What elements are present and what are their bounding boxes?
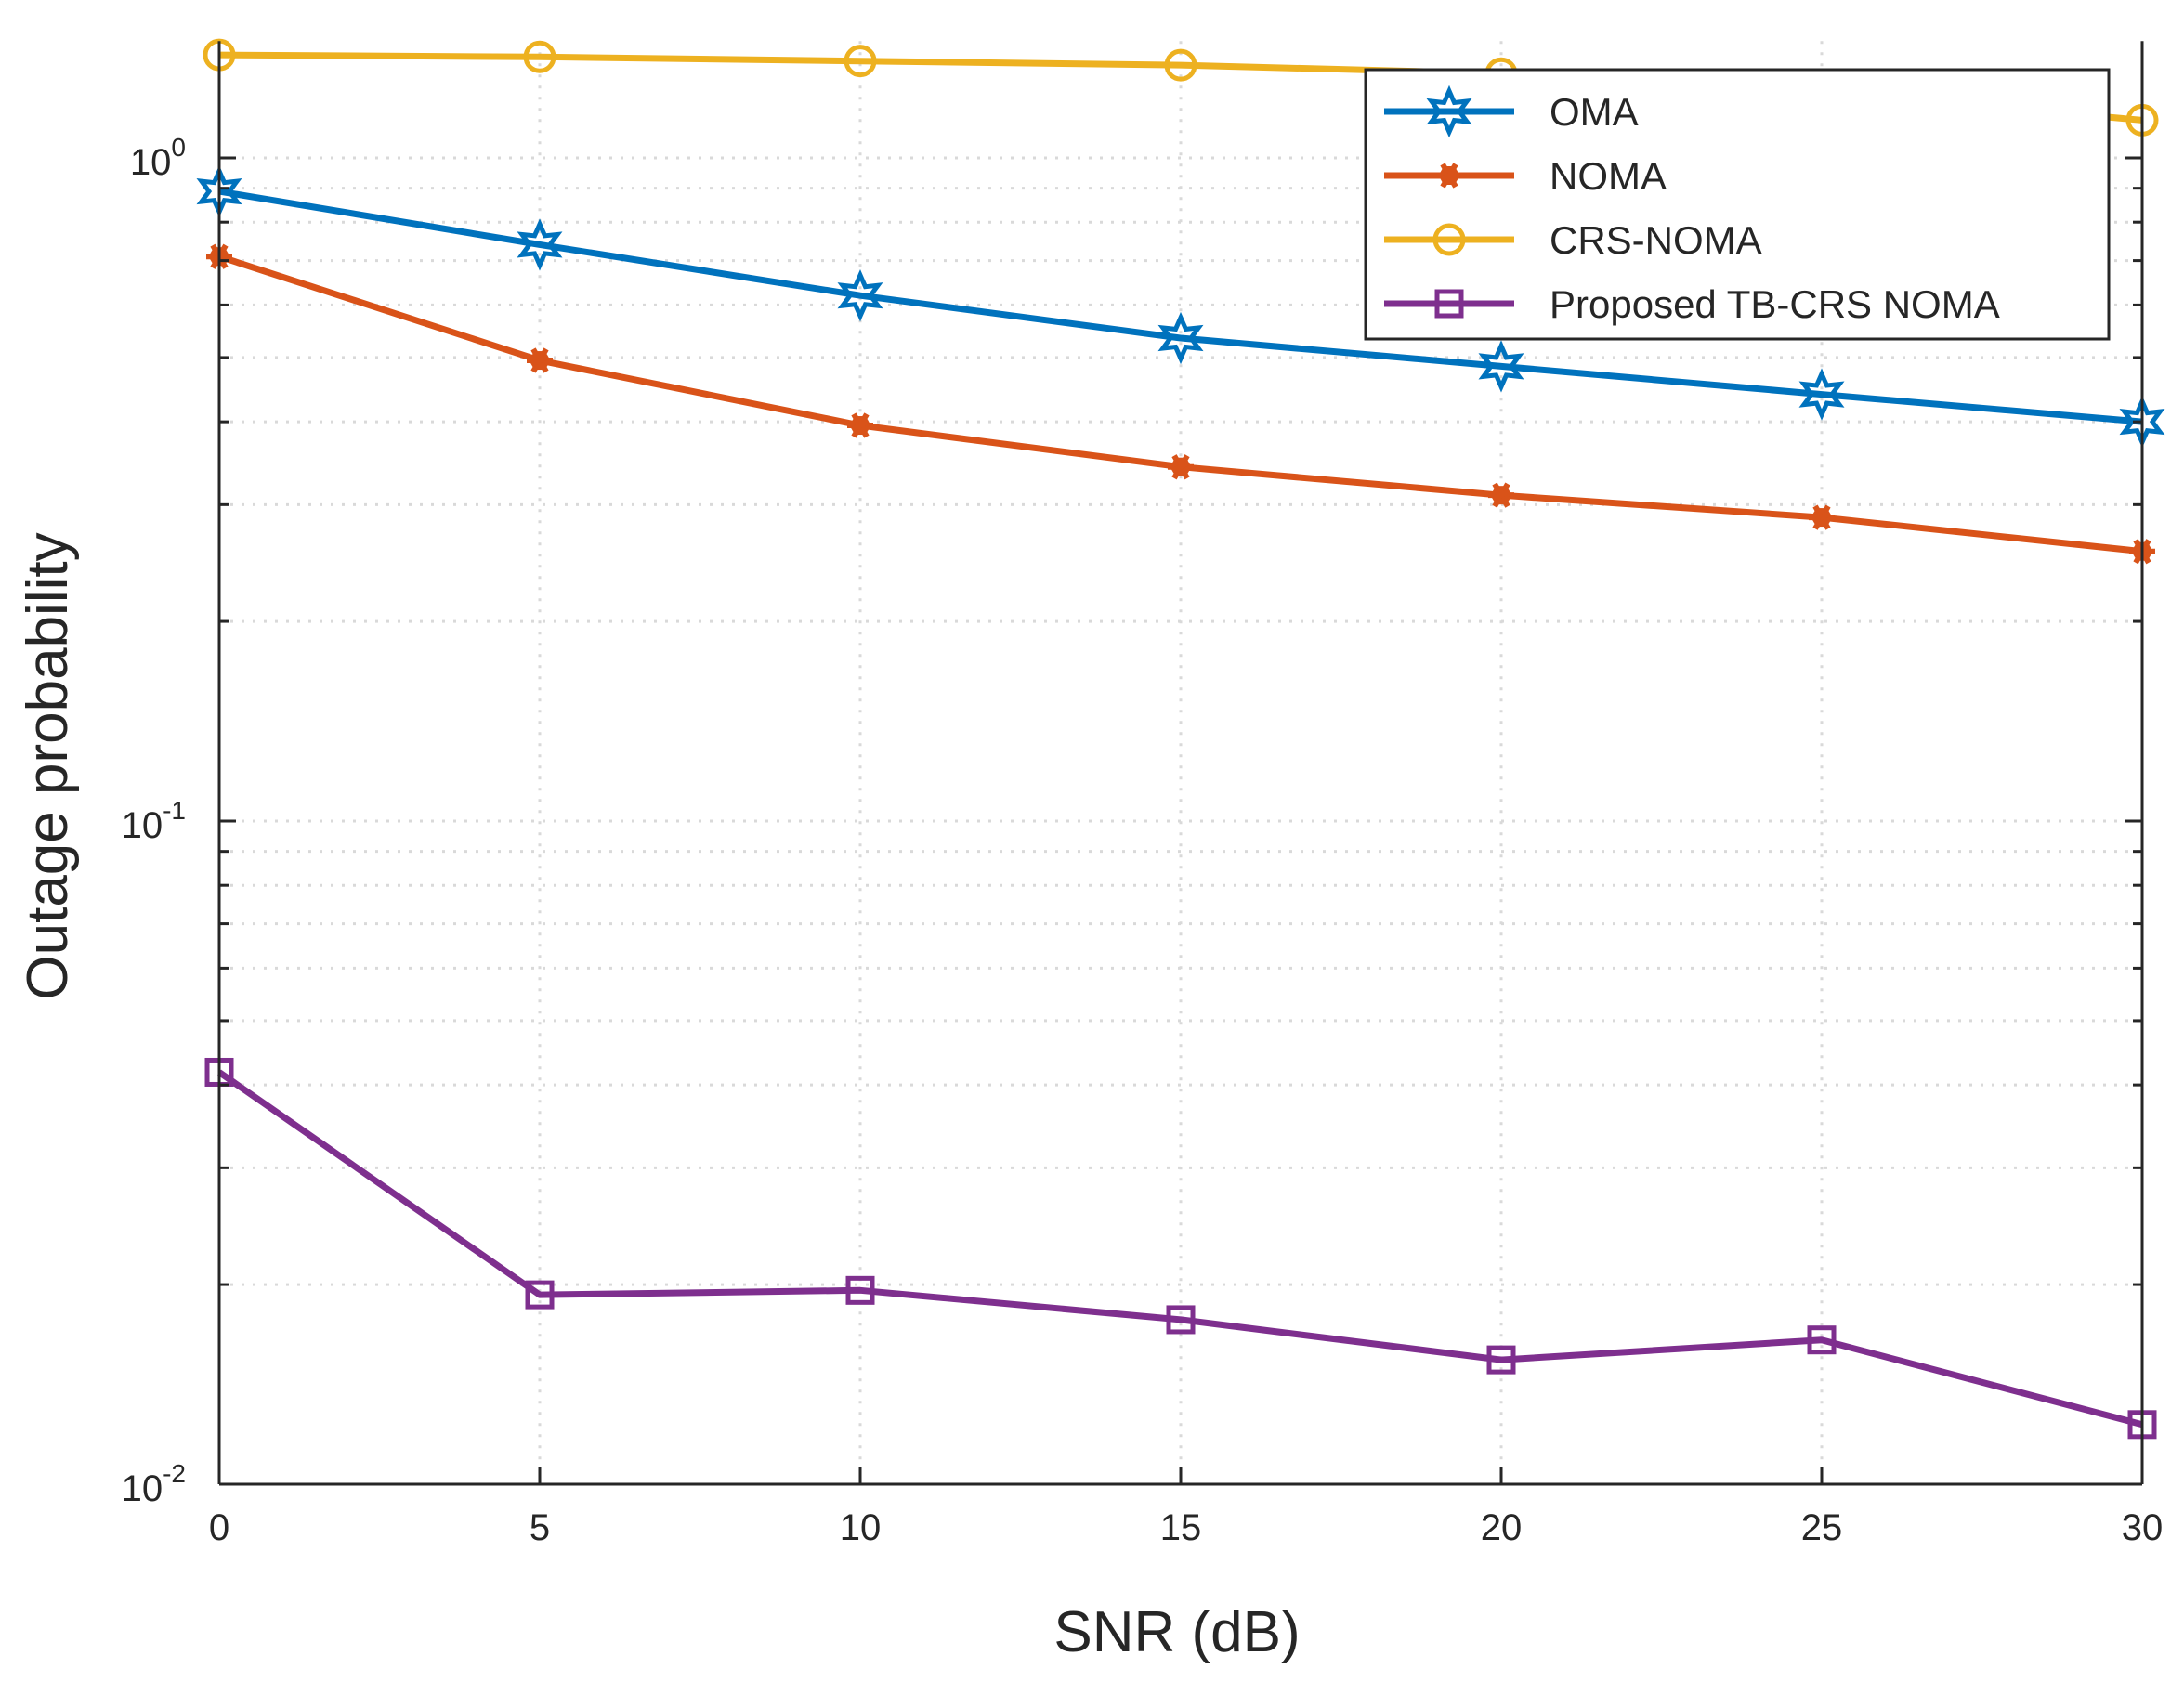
- y-tick-base: 10: [122, 1468, 163, 1509]
- axes: [217, 41, 2144, 1486]
- legend-item: NOMA: [1384, 154, 1667, 198]
- data-point: [1798, 368, 1845, 421]
- y-tick-base: 10: [122, 805, 163, 846]
- y-axis-label: Outage probability: [16, 532, 80, 999]
- legend-item: CRS-NOMA: [1384, 218, 1762, 262]
- x-tick-label: 5: [530, 1507, 550, 1548]
- y-tick-label: 100: [130, 133, 186, 183]
- data-point: [1168, 454, 1194, 480]
- data-point: [1164, 48, 1197, 82]
- data-point: [837, 268, 883, 322]
- data-point: [525, 1280, 555, 1310]
- x-tick-label: 25: [1801, 1507, 1843, 1548]
- data-point: [523, 40, 556, 73]
- legend-label: Proposed TB-CRS NOMA: [1550, 282, 2000, 326]
- data-point: [1166, 1305, 1196, 1335]
- data-point: [1432, 223, 1466, 256]
- x-axis-label: SNR (dB): [1053, 1600, 1300, 1664]
- grid: [219, 41, 2142, 1484]
- y-tick-exponent: -2: [163, 1459, 186, 1488]
- y-tick-exponent: 0: [171, 133, 186, 162]
- data-point: [1478, 340, 1524, 393]
- data-point: [844, 45, 877, 78]
- data-point: [1426, 85, 1472, 138]
- y-tick-exponent: -1: [163, 796, 186, 825]
- legend-label: OMA: [1550, 90, 1639, 134]
- series-oma: [196, 164, 2165, 449]
- data-point: [1486, 1345, 1516, 1375]
- y-tick-label: 10-1: [122, 796, 186, 846]
- data-point: [1157, 311, 1204, 365]
- x-tick-label: 15: [1160, 1507, 1202, 1548]
- data-point: [1436, 163, 1462, 189]
- x-tick-label: 10: [840, 1507, 882, 1548]
- data-point: [847, 412, 873, 438]
- legend-label: CRS-NOMA: [1550, 218, 1762, 262]
- legend-item: Proposed TB-CRS NOMA: [1384, 282, 2000, 326]
- y-tick-label: 10-2: [122, 1459, 186, 1509]
- data-point: [1488, 482, 1514, 508]
- series-line: [218, 188, 2143, 425]
- data-point: [1434, 289, 1464, 319]
- data-point: [517, 218, 563, 271]
- series-line: [217, 1069, 2143, 1428]
- data-point: [845, 1275, 875, 1305]
- x-tick-label: 30: [2122, 1507, 2164, 1548]
- data-point: [1807, 1325, 1837, 1355]
- x-tick-label: 20: [1481, 1507, 1523, 1548]
- legend: OMA NOMA CRS-NOMA Proposed TB-CRS NOMA: [1364, 68, 2111, 341]
- data-point: [527, 347, 553, 373]
- legend-item: OMA: [1384, 85, 1639, 138]
- y-tick-base: 10: [130, 142, 172, 183]
- x-tick-label: 0: [209, 1507, 229, 1548]
- legend-label: NOMA: [1550, 154, 1667, 198]
- data-point: [1809, 504, 1835, 530]
